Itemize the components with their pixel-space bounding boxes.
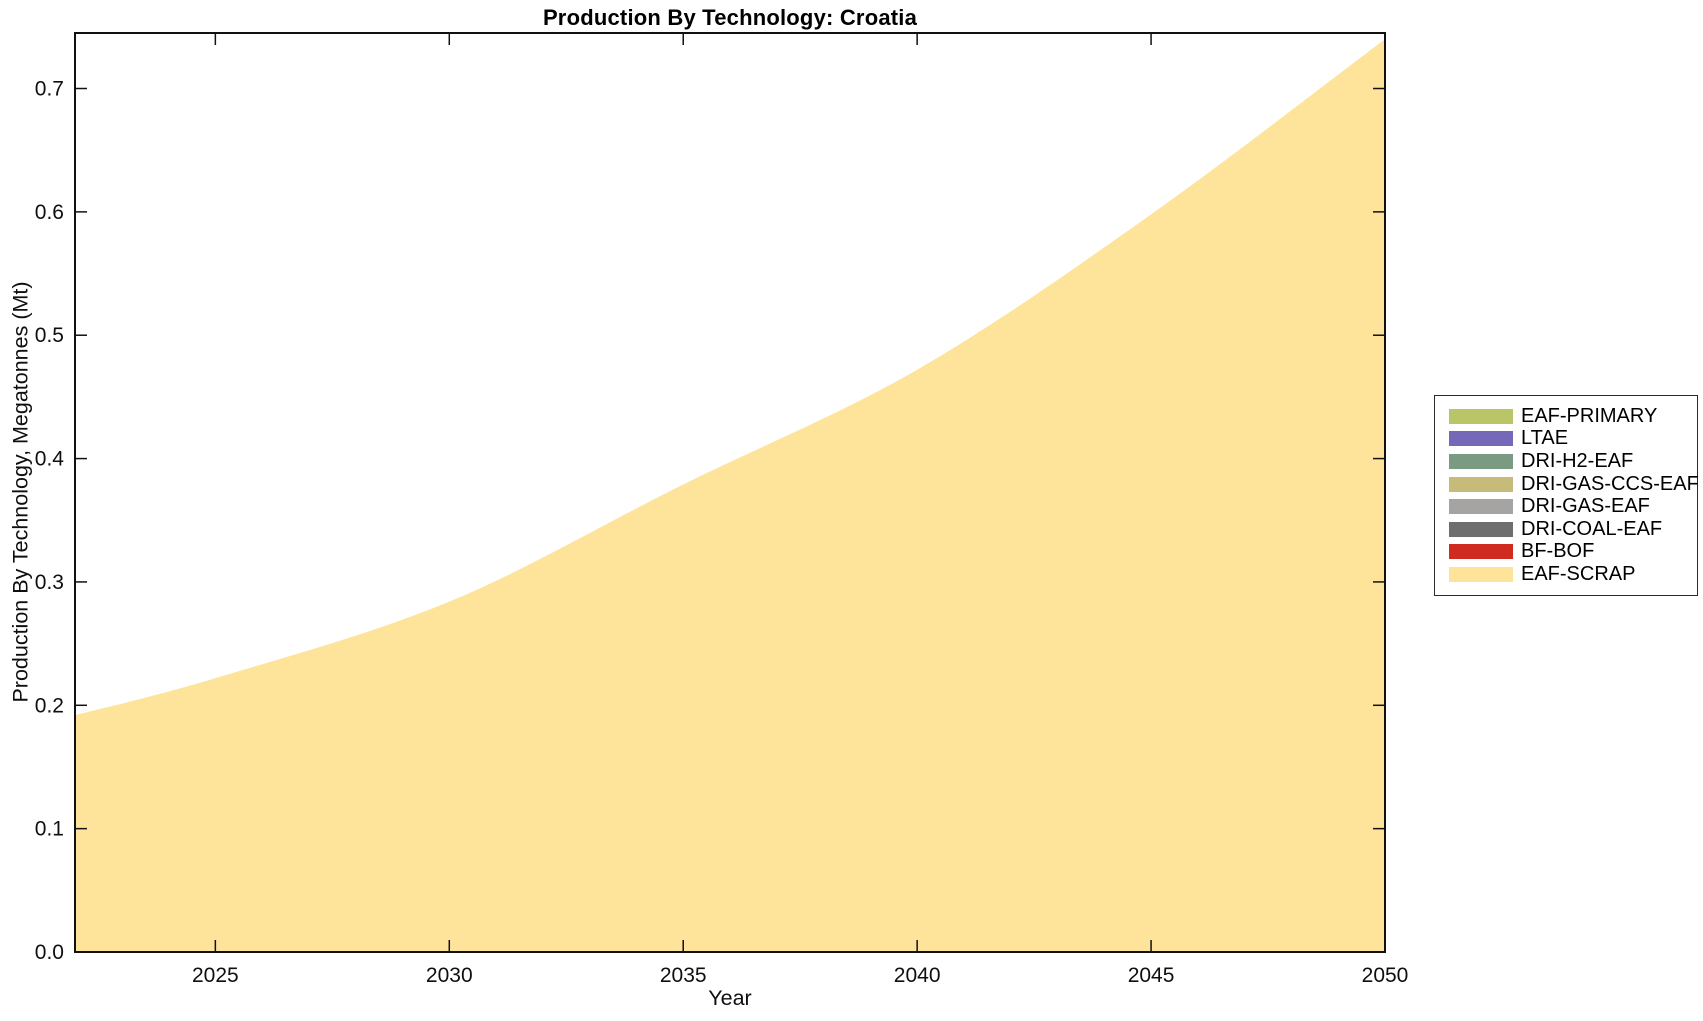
- y-tick-label: 0.7: [35, 78, 64, 101]
- legend-item-label: BF-BOF: [1521, 540, 1595, 563]
- legend-item: BF-BOF: [1449, 540, 1691, 564]
- y-tick-label: 0.1: [35, 818, 64, 841]
- legend-item-label: EAF-SCRAP: [1521, 562, 1636, 585]
- y-tick-label: 0.3: [35, 571, 64, 594]
- legend-item-label: DRI-GAS-EAF: [1521, 495, 1650, 518]
- chart-title: Production By Technology: Croatia: [542, 5, 918, 30]
- legend-item: DRI-GAS-CCS-EAF: [1449, 473, 1699, 496]
- legend-item-label: EAF-PRIMARY: [1521, 404, 1658, 427]
- x-tick-label: 2045: [1128, 964, 1175, 987]
- y-tick-label: 0.5: [35, 324, 64, 347]
- x-tick-label: 2025: [192, 964, 239, 987]
- legend-item-label: LTAE: [1521, 427, 1569, 450]
- y-tick-label: 0.4: [35, 448, 65, 471]
- area-series-EAF-SCRAP: [75, 39, 1385, 953]
- y-axis-label: Production By Technology, Megatonnes (Mt…: [8, 281, 33, 703]
- legend-item: DRI-H2-EAF: [1449, 450, 1691, 473]
- x-tick-label: 2040: [894, 964, 941, 987]
- plot-border: [74, 32, 1386, 953]
- x-tick-label: 2030: [426, 964, 473, 987]
- legend-swatch: [1449, 499, 1513, 515]
- legend-item: LTAE: [1449, 427, 1691, 451]
- legend-swatch: [1449, 408, 1513, 424]
- legend-item: DRI-COAL-EAF: [1449, 518, 1691, 541]
- y-tick-label: 0.6: [35, 201, 64, 224]
- x-tick-label: 2035: [660, 964, 707, 987]
- legend-swatch: [1449, 566, 1513, 582]
- legend-swatch: [1449, 431, 1513, 447]
- x-tick-label: 2050: [1362, 964, 1409, 987]
- legend-swatch: [1449, 476, 1513, 492]
- legend-item: EAF-PRIMARY: [1449, 405, 1691, 428]
- y-tick-label: 0.0: [35, 941, 64, 964]
- x-axis-label: Year: [708, 986, 752, 1010]
- legend-swatch: [1449, 544, 1513, 560]
- legend-item: EAF-SCRAP: [1449, 563, 1691, 586]
- legend: EAF-PRIMARY LTAE DRI-H2-EAF DRI-GAS-CCS-EAF…: [1434, 395, 1699, 596]
- legend-item: DRI-GAS-EAF: [1449, 495, 1691, 518]
- legend-item-label: DRI-GAS-CCS-EAF: [1521, 472, 1699, 495]
- legend-item-label: DRI-H2-EAF: [1521, 449, 1634, 472]
- y-tick-label: 0.2: [35, 694, 64, 717]
- legend-item-label: DRI-COAL-EAF: [1521, 517, 1663, 540]
- legend-swatch: [1449, 453, 1513, 469]
- legend-swatch: [1449, 521, 1513, 537]
